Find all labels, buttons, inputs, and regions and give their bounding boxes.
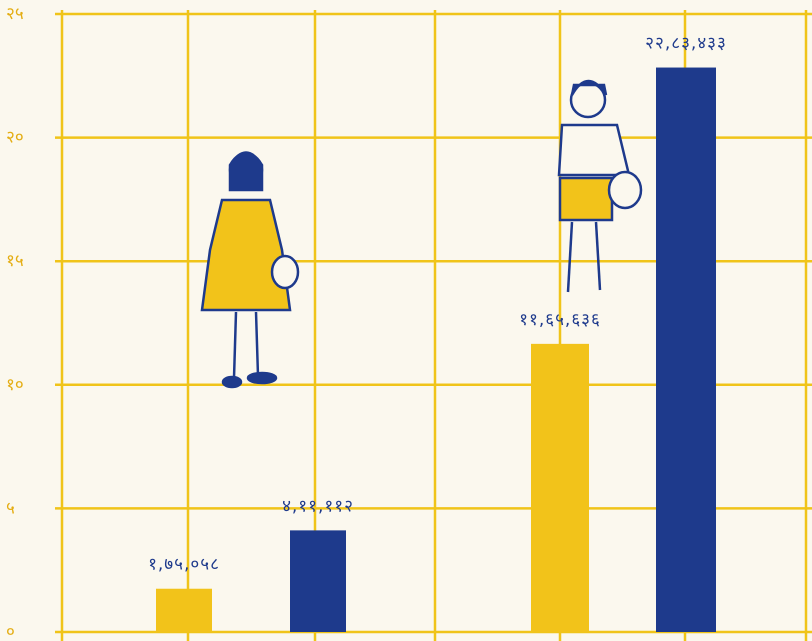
value-label: ४,११,११२ xyxy=(282,496,354,516)
y-tick-label: २० xyxy=(6,128,24,148)
bar xyxy=(531,344,589,632)
y-tick-label: १५ xyxy=(6,251,24,271)
page: {"chart_data": {"type": "bar", "categori… xyxy=(0,0,812,641)
y-tick-label: १० xyxy=(6,375,24,395)
value-label: ११,६५,६३६ xyxy=(519,310,601,330)
y-tick-label: २५ xyxy=(6,4,24,24)
chart: ० ५ १० १५ २० २५ १,७५,०५८ ४,११,११२ ११,६५,६३६ २२,८३… xyxy=(0,0,812,641)
bar xyxy=(156,589,212,632)
value-label: १,७५,०५८ xyxy=(148,555,220,575)
bar xyxy=(656,68,716,632)
bar xyxy=(290,530,346,632)
y-tick-label: ५ xyxy=(6,498,15,518)
y-tick-label: ० xyxy=(6,622,15,641)
value-label: २२,८३,४३३ xyxy=(645,34,727,54)
